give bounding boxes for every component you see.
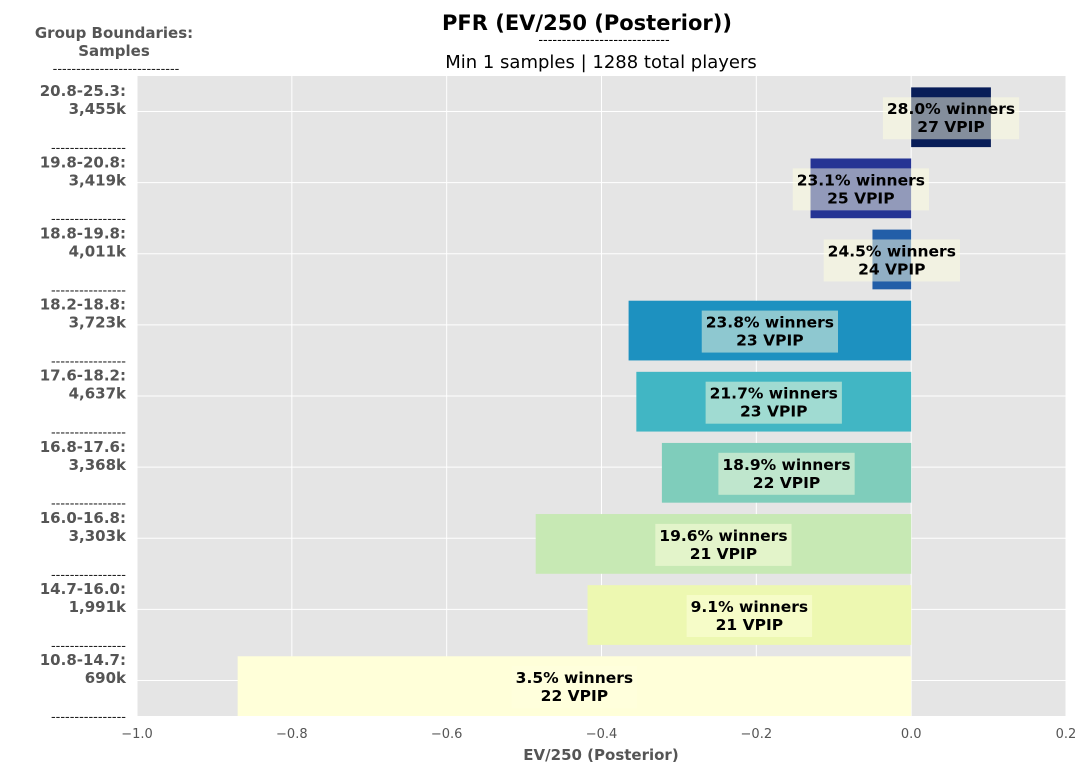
bar-label-box — [792, 168, 929, 211]
group-labels: 20.8-25.3:3,455k----------------19.8-20.… — [40, 82, 127, 725]
group-range-label: 16.8-17.6: — [40, 438, 126, 456]
bar-label-box — [655, 523, 792, 566]
bar-label-box — [705, 381, 842, 424]
bar-label-box — [823, 239, 960, 282]
x-axis-ticks: −1.0 −0.8 −0.6 −0.4 −0.2 0.0 0.2 — [121, 727, 1076, 742]
group-samples-label: 3,419k — [69, 171, 127, 189]
x-axis-label: EV/250 (Posterior) — [523, 746, 678, 764]
x-tick-label: −0.6 — [431, 727, 463, 742]
group-range-label: 18.2-18.8: — [40, 296, 126, 314]
x-tick-label: −0.8 — [276, 727, 308, 742]
bar-label-winners: 23.8% winners — [706, 314, 834, 332]
bar-label-vpip: 23 VPIP — [736, 332, 803, 350]
bar-label-winners: 3.5% winners — [516, 669, 633, 687]
group-header-line-2: Samples — [78, 42, 150, 60]
bar-label-winners: 19.6% winners — [659, 527, 787, 545]
group-samples-label: 1,991k — [69, 598, 127, 616]
bar-label-vpip: 24 VPIP — [858, 260, 925, 278]
group-samples-label: 3,303k — [69, 527, 127, 545]
group-range-label: 20.8-25.3: — [40, 82, 126, 100]
group-samples-label: 3,723k — [69, 314, 127, 332]
chart-subtitle: Min 1 samples | 1288 total players — [445, 52, 757, 73]
title-rule: ---------------------------- — [538, 33, 670, 48]
group-separator: ---------------- — [51, 283, 126, 298]
group-range-label: 10.8-14.7: — [40, 651, 126, 669]
group-separator: ---------------- — [51, 354, 126, 369]
group-samples-label: 4,637k — [69, 385, 127, 403]
bar-label-vpip: 27 VPIP — [917, 118, 984, 136]
group-samples-label: 3,368k — [69, 456, 127, 474]
x-tick-label: 0.0 — [901, 727, 922, 742]
bar-label-box — [882, 97, 1020, 140]
group-range-label: 14.7-16.0: — [40, 580, 126, 598]
group-header-rule: --------------------------- — [53, 62, 180, 77]
group-separator: ---------------- — [51, 568, 126, 583]
bar-label-box — [686, 595, 813, 638]
group-samples-label: 690k — [85, 669, 127, 687]
chart-title: PFR (EV/250 (Posterior)) — [442, 11, 732, 35]
bar-label-winners: 28.0% winners — [887, 100, 1015, 118]
group-separator: ---------------- — [51, 426, 126, 441]
bar-label-vpip: 22 VPIP — [753, 474, 820, 492]
bar-label-box — [718, 452, 855, 495]
x-tick-label: 0.2 — [1056, 727, 1077, 742]
bar-label-vpip: 22 VPIP — [541, 687, 608, 705]
bar-label-winners: 9.1% winners — [691, 598, 808, 616]
group-range-label: 17.6-18.2: — [40, 367, 126, 385]
bar-label-vpip: 21 VPIP — [716, 616, 783, 634]
bar-label-winners: 23.1% winners — [797, 171, 925, 189]
group-separator: ---------------- — [51, 141, 126, 156]
group-separator: ---------------- — [51, 212, 126, 227]
group-header-line-1: Group Boundaries: — [35, 24, 193, 42]
group-range-label: 16.0-16.8: — [40, 509, 126, 527]
bar-label-vpip: 21 VPIP — [690, 545, 757, 563]
x-tick-label: −0.4 — [586, 727, 618, 742]
group-range-label: 19.8-20.8: — [40, 153, 126, 171]
bar-label-vpip: 25 VPIP — [827, 189, 894, 207]
group-separator: ---------------- — [51, 639, 126, 654]
group-samples-label: 4,011k — [69, 242, 127, 260]
bar-label-vpip: 23 VPIP — [740, 403, 807, 421]
bar-label-winners: 24.5% winners — [828, 242, 956, 260]
bar-label-winners: 18.9% winners — [722, 456, 850, 474]
group-samples-label: 3,455k — [69, 100, 127, 118]
group-separator: ---------------- — [51, 710, 126, 725]
bar-label-winners: 21.7% winners — [710, 385, 838, 403]
group-range-label: 18.8-19.8: — [40, 224, 126, 242]
bar-label-box — [701, 310, 839, 353]
x-tick-label: −0.2 — [741, 727, 773, 742]
bar-label-box — [511, 666, 638, 709]
x-tick-label: −1.0 — [121, 727, 153, 742]
group-separator: ---------------- — [51, 497, 126, 512]
